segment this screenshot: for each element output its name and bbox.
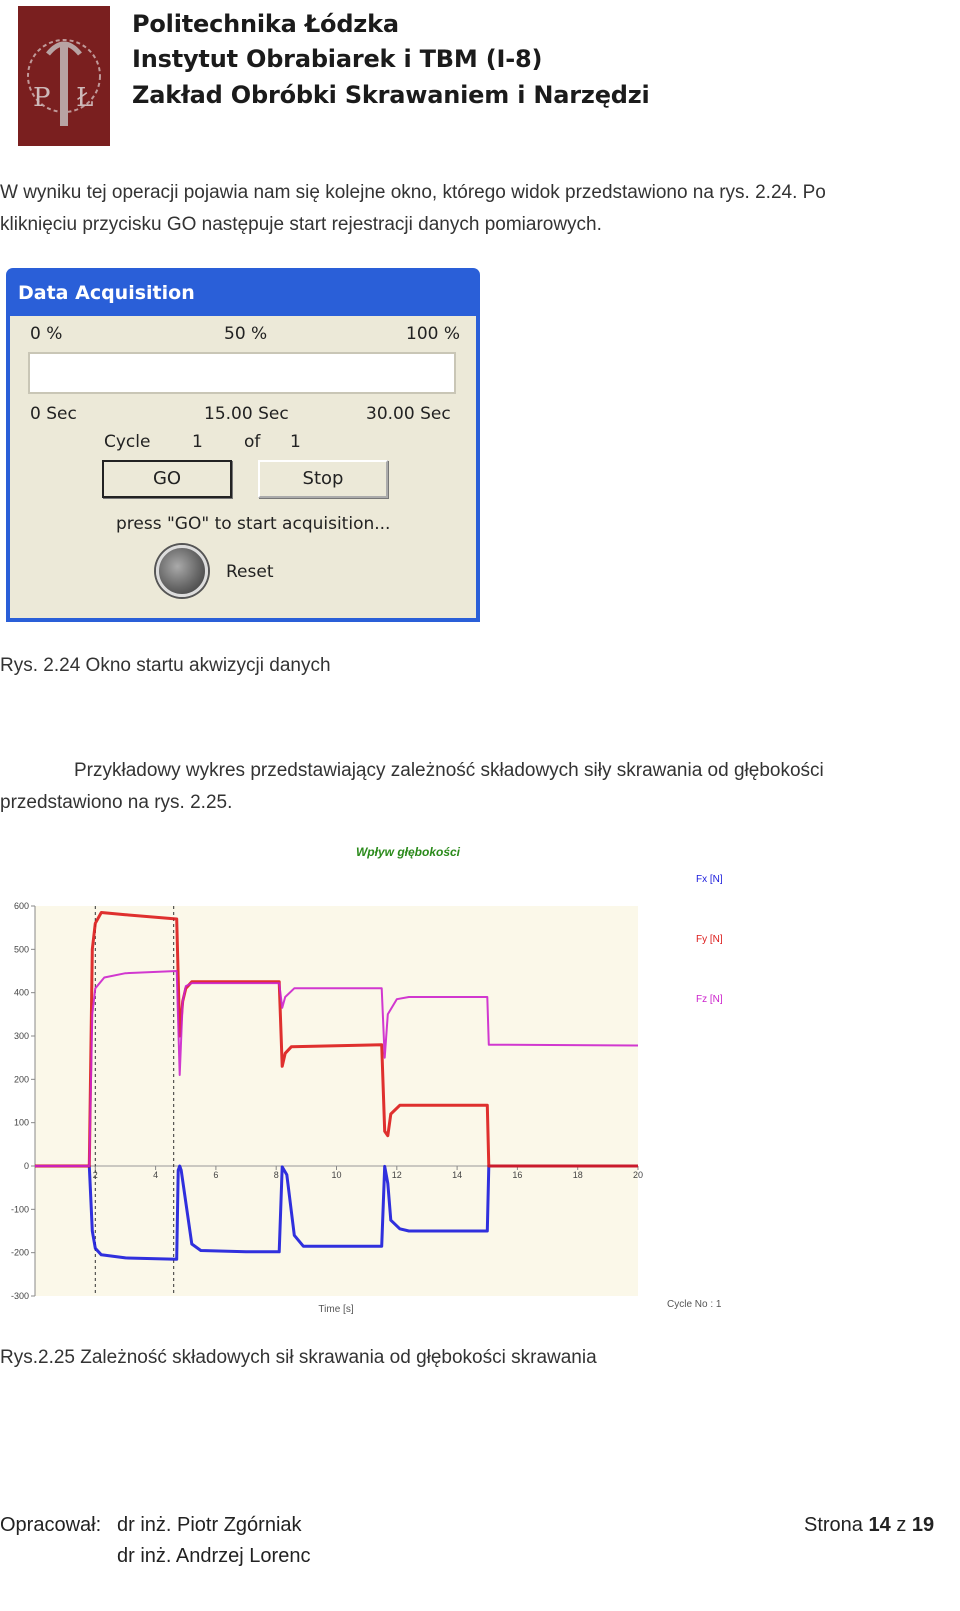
time-label-start: 0 Sec (30, 404, 77, 424)
reset-knob-icon[interactable] (156, 545, 208, 597)
legend-entry: Fy [N] (696, 934, 723, 945)
series-line-2 (35, 911, 638, 1168)
y-tick-label: 500 (14, 944, 29, 954)
chart-title: Wpływ głębokości (356, 845, 461, 859)
reset-label: Reset (226, 562, 274, 582)
cycle-label: Cycle (104, 432, 151, 452)
header-institute: Instytut Obrabiarek i TBM (I-8) (132, 45, 543, 73)
force-vs-depth-chart: Wpływ głębokości Time [s] Cycle No : 1 6… (11, 845, 723, 1315)
cycle-number: 1 (192, 432, 203, 452)
x-tick-label: 18 (573, 1170, 583, 1180)
cycle-total: 1 (290, 432, 301, 452)
y-tick-label: 0 (24, 1161, 29, 1171)
data-acquisition-window: Data Acquisition 0 % 50 % 100 % 0 Sec 15… (6, 268, 480, 622)
cycle-number-label: Cycle No : 1 (667, 1299, 722, 1310)
plot-area (35, 906, 638, 1296)
y-tick-label: -200 (11, 1248, 29, 1258)
footer-prepared-label: Opracował: (0, 1514, 102, 1536)
y-tick-label: 300 (14, 1031, 29, 1041)
y-tick-label: 200 (14, 1074, 29, 1084)
paragraph-2-line-2: przedstawiono na rys. 2.25. (0, 792, 233, 813)
page-prefix: Strona (804, 1514, 863, 1536)
svg-text:Ł: Ł (76, 83, 93, 113)
progress-label-50: 50 % (224, 324, 268, 344)
paragraph-1-line-2: kliknięciu przycisku GO następuje start … (0, 214, 602, 235)
header-department: Zakład Obróbki Skrawaniem i Narzędzi (132, 81, 650, 109)
header-university: Politechnika Łódzka (132, 10, 399, 38)
x-tick-label: 12 (392, 1170, 402, 1180)
svg-text:P: P (33, 83, 51, 113)
page-of: z (896, 1514, 907, 1536)
figure-caption-2-24: Rys. 2.24 Okno startu akwizycji danych (0, 655, 331, 676)
footer-author-2: dr inż. Andrzej Lorenc (117, 1545, 311, 1567)
x-tick-label: 14 (452, 1170, 462, 1180)
paragraph-2-line-1: Przykładowy wykres przedstawiający zależ… (74, 760, 824, 781)
progress-label-100: 100 % (406, 324, 461, 344)
legend-entry: Fz [N] (696, 994, 723, 1005)
series-line-1 (35, 1164, 638, 1261)
stop-button[interactable]: Stop (258, 460, 388, 498)
paragraph-1-line-1: W wyniku tej operacji pojawia nam się ko… (0, 182, 826, 203)
footer-author-1: dr inż. Piotr Zgórniak (117, 1514, 302, 1536)
y-tick-label: -300 (11, 1291, 29, 1301)
figure-caption-2-25: Rys.2.25 Zależność składowych sił skrawa… (0, 1347, 597, 1368)
cycle-of-label: of (244, 432, 261, 452)
legend-entry: Fx [N] (696, 874, 723, 885)
page-current: 14 (868, 1514, 891, 1536)
status-message: press "GO" to start acquisition... (116, 514, 391, 534)
y-tick-label: 100 (14, 1118, 29, 1128)
x-tick-label: 8 (274, 1170, 279, 1180)
footer-page-number: Strona 14 z 19 (804, 1514, 934, 1537)
progress-label-0: 0 % (30, 324, 63, 344)
x-tick-label: 10 (331, 1170, 341, 1180)
x-tick-label: 4 (153, 1170, 158, 1180)
y-tick-label: -100 (11, 1204, 29, 1214)
progress-bar (28, 352, 456, 394)
x-axis-label: Time [s] (318, 1304, 353, 1315)
go-button[interactable]: GO (102, 460, 232, 498)
x-tick-label: 16 (512, 1170, 522, 1180)
y-tick-label: 600 (14, 901, 29, 911)
x-tick-label: 20 (633, 1170, 643, 1180)
time-label-mid: 15.00 Sec (204, 404, 289, 424)
x-tick-label: 6 (213, 1170, 218, 1180)
x-tick-label: 2 (93, 1170, 98, 1180)
window-body: 0 % 50 % 100 % 0 Sec 15.00 Sec 30.00 Sec… (10, 316, 476, 618)
university-logo: P Ł (18, 6, 110, 146)
y-tick-label: 400 (14, 988, 29, 998)
window-title: Data Acquisition (18, 282, 195, 304)
page-total: 19 (911, 1514, 935, 1536)
time-label-end: 30.00 Sec (366, 404, 451, 424)
series-line-3 (35, 970, 639, 1167)
